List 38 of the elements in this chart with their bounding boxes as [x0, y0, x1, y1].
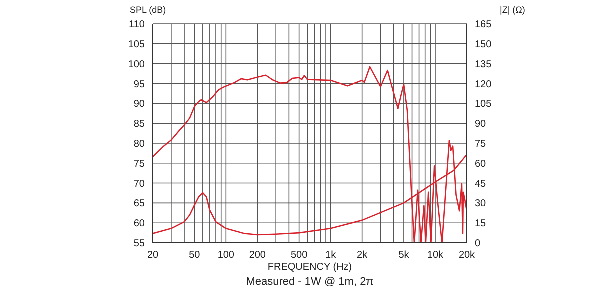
y2-tick-label: 105 [475, 99, 492, 110]
x-tick-label: 20k [458, 250, 476, 262]
x-tick-label: 10k [427, 250, 445, 262]
y2-tick-label: 165 [475, 20, 492, 31]
x-tick-label: 2k [357, 250, 369, 262]
x-tick-label: 20 [147, 250, 159, 262]
y2-tick-label: 90 [475, 119, 487, 130]
y2-tick-label: 150 [475, 39, 492, 50]
y-tick-label: 75 [134, 158, 146, 170]
y-tick-label: 60 [134, 218, 146, 230]
y-tick-label: 110 [129, 20, 146, 31]
y-tick-label: 85 [134, 119, 146, 130]
y-tick-label: 90 [134, 99, 146, 110]
x-tick-label: 500 [290, 250, 308, 262]
y2-tick-label: 120 [475, 79, 492, 90]
y2-axis-title: |Z| (Ω) [500, 5, 526, 15]
y2-tick-label: 135 [475, 59, 492, 70]
x-tick-label: 50 [189, 250, 201, 262]
y-tick-label: 65 [134, 198, 146, 210]
y2-tick-label: 30 [475, 198, 487, 210]
y2-tick-label: 75 [475, 139, 487, 150]
x-tick-label: 5k [398, 250, 410, 262]
x-tick-label: 100 [218, 250, 235, 262]
y-tick-label: 55 [134, 238, 146, 250]
y2-tick-label: 0 [475, 238, 481, 250]
x-axis-title: FREQUENCY (Hz) [266, 262, 354, 273]
y2-tick-label: 15 [475, 218, 487, 230]
y-axis-title: SPL (dB) [130, 5, 166, 15]
y-tick-label: 70 [134, 178, 146, 190]
y2-tick-label: 60 [475, 158, 487, 170]
y-tick-label: 100 [128, 59, 146, 70]
x-tick-label: 1k [326, 250, 338, 262]
text: Measured - 1W @ 1m, 2π [245, 276, 375, 288]
y2-tick-label: 45 [475, 178, 487, 190]
x-tick-label: 200 [249, 250, 266, 262]
y-tick-label: 95 [134, 79, 146, 90]
y-tick-label: 105 [128, 39, 146, 50]
y-tick-label: 80 [134, 139, 146, 150]
